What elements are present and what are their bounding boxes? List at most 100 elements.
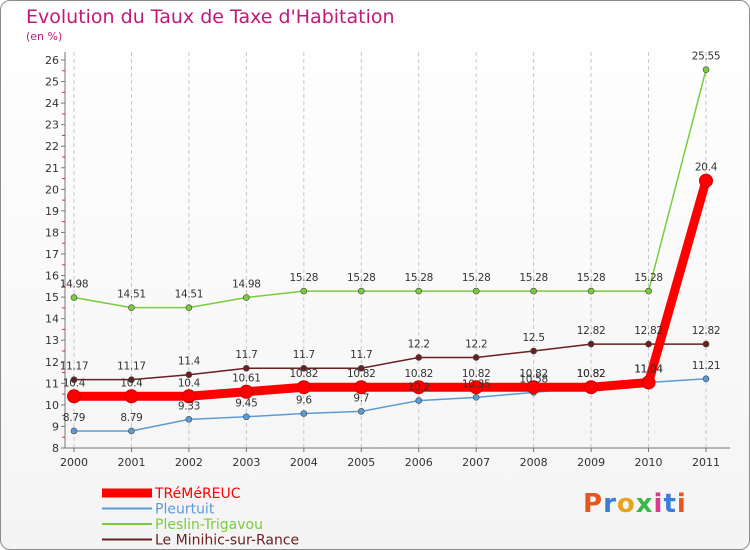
- data-label-1: 8.79: [63, 412, 85, 424]
- data-point-1: [357, 408, 365, 415]
- data-label-2: 14.51: [117, 289, 146, 301]
- logo-letter: o: [616, 489, 636, 519]
- y-tick-label: 8: [52, 442, 59, 455]
- logo-letter: r: [603, 489, 617, 519]
- axes: 8 9 10 11 12 13 14 15 16 17 18 19 20 21 22 23 24 25 26 2000…: [45, 52, 730, 469]
- x-tick-label: 2006: [405, 456, 433, 469]
- data-label-3: 12.2: [465, 338, 487, 350]
- value-labels: 8.79 8.799.33 9.45 9.6 9.710.2 10.35 10.58 10.8…: [60, 51, 721, 424]
- data-label-0: 20.4: [695, 162, 718, 174]
- data-point-1: [415, 397, 423, 404]
- logo-letter: i: [676, 489, 687, 519]
- data-point-2: [645, 287, 652, 295]
- x-tick-label: 2009: [577, 456, 605, 469]
- x-tick-label: 2003: [232, 456, 260, 469]
- data-label-0: 10.82: [347, 368, 376, 380]
- data-point-0: [641, 375, 656, 390]
- data-label-2: 25.55: [692, 51, 721, 63]
- x-tick-label: 2005: [347, 456, 375, 469]
- data-label-0: 10.82: [462, 368, 491, 380]
- data-point-0: [296, 380, 311, 395]
- data-point-3: [702, 340, 710, 348]
- data-label-3: 11.7: [350, 349, 372, 361]
- data-label-0: 10.4: [178, 377, 201, 389]
- y-tick-label: 23: [45, 119, 59, 132]
- y-tick-label: 25: [45, 76, 59, 89]
- x-tick-label: 2008: [520, 456, 548, 469]
- data-label-0: 10.82: [404, 368, 433, 380]
- chart-title: Evolution du Taux de Taxe d'Habitation: [26, 6, 395, 28]
- data-point-2: [472, 287, 480, 295]
- legend-label-2: Pleslin-Trigavou: [155, 517, 263, 533]
- data-label-2: 15.28: [634, 272, 663, 284]
- data-point-3: [645, 340, 652, 348]
- y-tick-label: 26: [45, 54, 59, 67]
- data-label-0: 10.61: [232, 373, 261, 385]
- data-point-2: [128, 304, 135, 311]
- data-label-3: 11.7: [235, 349, 257, 361]
- data-label-1: 8.79: [120, 412, 142, 424]
- data-label-0: 10.82: [519, 368, 548, 380]
- data-label-0: 10.82: [290, 368, 319, 380]
- data-point-3: [415, 354, 423, 361]
- data-label-3: 11.17: [117, 361, 146, 373]
- logo-letter: i: [653, 489, 664, 519]
- data-point-2: [185, 304, 193, 311]
- data-label-3: 11.17: [60, 361, 89, 373]
- y-tick-label: 9: [52, 420, 59, 433]
- data-label-2: 14.98: [232, 279, 261, 291]
- data-label-3: 11.7: [293, 349, 315, 361]
- data-label-2: 15.28: [347, 272, 376, 284]
- data-label-1: 9.33: [178, 400, 200, 412]
- data-point-1: [243, 413, 250, 421]
- data-point-0: [181, 389, 196, 404]
- y-tick-label: 18: [45, 226, 59, 239]
- data-point-3: [357, 364, 365, 372]
- x-tick-label: 2010: [635, 456, 663, 469]
- data-label-3: 12.82: [577, 325, 606, 337]
- data-point-2: [357, 287, 365, 295]
- x-tick-label: 2011: [692, 456, 720, 469]
- data-point-1: [702, 375, 710, 383]
- data-label-2: 15.28: [404, 272, 433, 284]
- data-point-3: [243, 364, 250, 372]
- data-point-3: [530, 347, 537, 355]
- logo-letter: x: [635, 489, 654, 519]
- logo-letter: P: [583, 489, 604, 519]
- y-tick-label: 19: [45, 205, 59, 218]
- y-tick-label: 17: [45, 248, 59, 261]
- data-point-2: [530, 287, 537, 295]
- data-point-3: [128, 376, 135, 383]
- y-tick-label: 15: [45, 291, 59, 304]
- data-label-1: 9.6: [296, 395, 312, 407]
- data-point-0: [354, 380, 369, 395]
- data-label-0: 10.4: [63, 377, 86, 389]
- y-tick-label: 14: [45, 313, 59, 326]
- y-tick-label: 20: [45, 183, 59, 196]
- data-point-3: [472, 354, 480, 361]
- data-point-2: [702, 66, 710, 73]
- data-point-1: [128, 427, 135, 435]
- y-tick-label: 21: [45, 162, 59, 175]
- data-point-0: [124, 389, 139, 404]
- data-point-0: [67, 389, 81, 404]
- legend-label-3: Le Minihic-sur-Rance: [155, 533, 299, 549]
- chart-subtitle: (en %): [26, 30, 63, 43]
- y-tick-label: 24: [45, 97, 59, 110]
- data-label-2: 15.28: [462, 272, 491, 284]
- x-tick-label: 2000: [60, 456, 88, 469]
- data-point-2: [300, 287, 308, 295]
- data-label-3: 12.82: [634, 325, 663, 337]
- data-point-0: [411, 380, 426, 395]
- x-tick-label: 2004: [290, 456, 318, 469]
- data-point-1: [472, 394, 480, 401]
- data-point-2: [70, 294, 78, 301]
- series-points: [67, 66, 713, 435]
- data-label-0: 10.82: [577, 368, 606, 380]
- x-tick-label: 2001: [117, 456, 145, 469]
- proxiti-logo: Proxiti: [583, 489, 687, 519]
- y-tick-label: 11: [45, 377, 59, 390]
- data-label-2: 15.28: [577, 272, 606, 284]
- data-label-0: 10.4: [120, 377, 143, 389]
